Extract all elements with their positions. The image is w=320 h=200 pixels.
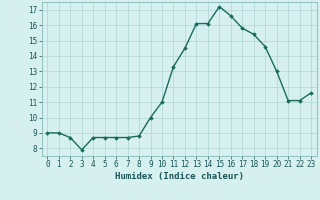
X-axis label: Humidex (Indice chaleur): Humidex (Indice chaleur) xyxy=(115,172,244,181)
